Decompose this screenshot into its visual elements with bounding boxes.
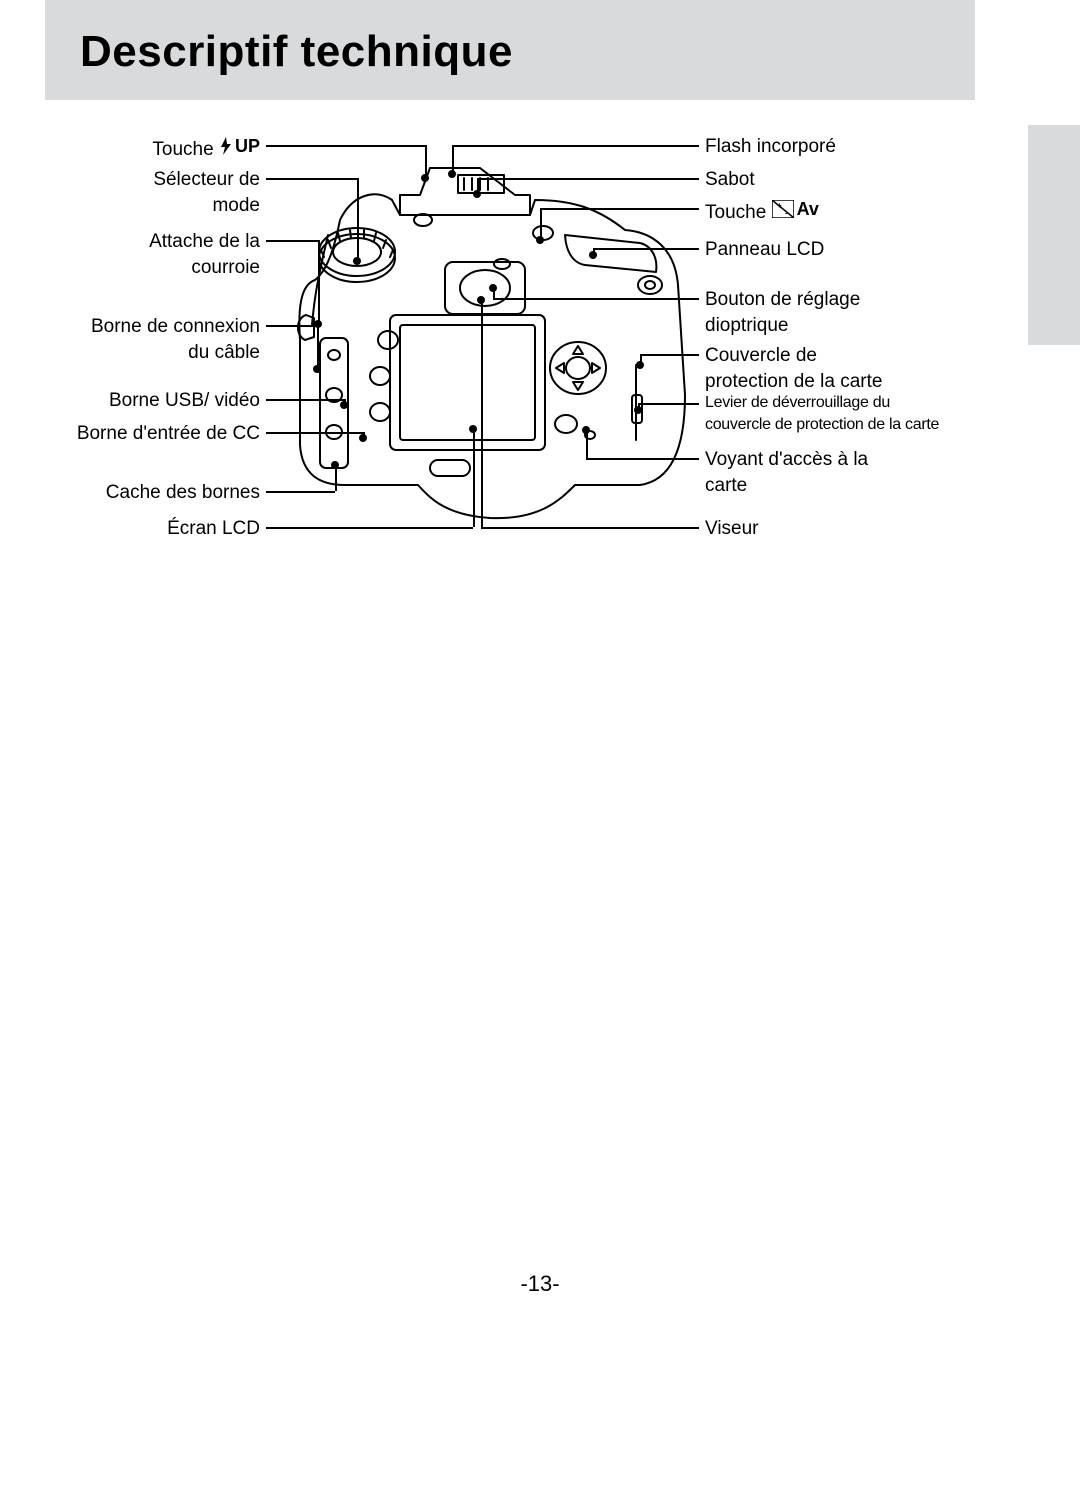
leader-line (477, 178, 699, 180)
leader-dot (313, 365, 321, 373)
leader-dot (582, 426, 590, 434)
label-text: Sabot (705, 169, 755, 190)
page-title: Descriptif technique (80, 27, 513, 77)
label-couvercle-carte: Couvercle de protection de la carte (705, 343, 882, 394)
label-text: couvercle de protection de la carte (705, 416, 939, 433)
leader-dot (477, 296, 485, 304)
leader-line (266, 432, 363, 434)
label-text: protection de la carte (705, 371, 882, 392)
side-tab (1028, 125, 1080, 345)
label-text: Sélecteur de (153, 169, 260, 190)
label-borne-usb-video: Borne USB/ vidéo (109, 388, 260, 414)
label-text: Panneau LCD (705, 239, 824, 260)
leader-dot (634, 406, 642, 414)
svg-text:−: − (785, 209, 790, 218)
leader-dot (353, 257, 361, 265)
leader-dot (331, 461, 339, 469)
label-voyant-carte: Voyant d'accès à la carte (705, 447, 868, 498)
label-sabot: Sabot (705, 167, 755, 193)
label-levier-deverr: Levier de déverrouillage du couvercle de … (705, 392, 939, 435)
leader-dot (340, 401, 348, 409)
label-text: Touche (705, 202, 766, 223)
leader-line (266, 240, 318, 242)
leader-line (593, 248, 699, 250)
leader-line (586, 430, 588, 458)
label-cache-bornes: Cache des bornes (106, 480, 260, 506)
label-touche-av: Touche +−Av (705, 197, 819, 226)
label-flash-incorpore: Flash incorporé (705, 134, 836, 160)
flash-up-icon: UP (219, 134, 260, 158)
exposure-av-icon: +−Av (772, 197, 819, 221)
leader-line (357, 178, 359, 261)
leader-dot (489, 284, 497, 292)
leader-line (540, 208, 699, 210)
leader-line (586, 458, 699, 460)
label-text: mode (212, 195, 260, 216)
leader-line (638, 403, 699, 405)
leader-line (481, 527, 699, 529)
label-text: dioptrique (705, 315, 788, 336)
label-text: Écran LCD (167, 518, 260, 539)
label-touche-up: Touche UP (152, 134, 260, 163)
camera-diagram: Touche UP Sélecteur de mode Attache de la co… (45, 100, 975, 600)
label-text: Borne de connexion (91, 316, 260, 337)
leader-dot (448, 170, 456, 178)
label-text: Touche (152, 139, 213, 160)
leader-line (266, 145, 425, 147)
leader-dot (359, 434, 367, 442)
label-text: Voyant d'accès à la (705, 449, 868, 470)
label-selecteur-mode: Sélecteur de mode (153, 167, 260, 218)
page-number: -13- (0, 1271, 1080, 1297)
leader-line (266, 178, 357, 180)
label-text: courroie (191, 257, 260, 278)
label-text: Borne d'entrée de CC (77, 423, 260, 444)
leader-line (266, 491, 335, 493)
label-text: Cache des bornes (106, 482, 260, 503)
leader-dot (589, 251, 597, 259)
leader-line (452, 145, 699, 147)
leader-dot (469, 425, 477, 433)
label-text: Flash incorporé (705, 136, 836, 157)
leader-line (318, 240, 320, 324)
svg-text:+: + (777, 201, 782, 210)
label-text: du câble (188, 342, 260, 363)
label-panneau-lcd: Panneau LCD (705, 237, 824, 263)
label-text: Levier de déverrouillage du (705, 394, 890, 411)
label-attache-courroie: Attache de la courroie (149, 229, 260, 280)
label-borne-cc: Borne d'entrée de CC (77, 421, 260, 447)
label-text: Couvercle de (705, 345, 817, 366)
label-borne-cable: Borne de connexion du câble (91, 314, 260, 365)
leader-dot (421, 174, 429, 182)
label-reglage-dioptriq: Bouton de réglage dioptrique (705, 287, 860, 338)
label-text: Borne USB/ vidéo (109, 390, 260, 411)
label-text: Viseur (705, 518, 759, 539)
leader-line (473, 429, 475, 527)
label-ecran-lcd: Écran LCD (167, 516, 260, 542)
label-viseur: Viseur (705, 516, 759, 542)
leader-line (266, 325, 317, 327)
leader-line (266, 399, 344, 401)
leader-dot (636, 361, 644, 369)
leader-line (640, 354, 699, 356)
leader-line (266, 527, 473, 529)
label-text: carte (705, 475, 747, 496)
leader-line (317, 325, 319, 369)
leader-dot (536, 236, 544, 244)
label-text: Bouton de réglage (705, 289, 860, 310)
leader-line (481, 300, 483, 527)
label-text: Attache de la (149, 231, 260, 252)
leader-line (493, 298, 699, 300)
leader-dot (473, 190, 481, 198)
